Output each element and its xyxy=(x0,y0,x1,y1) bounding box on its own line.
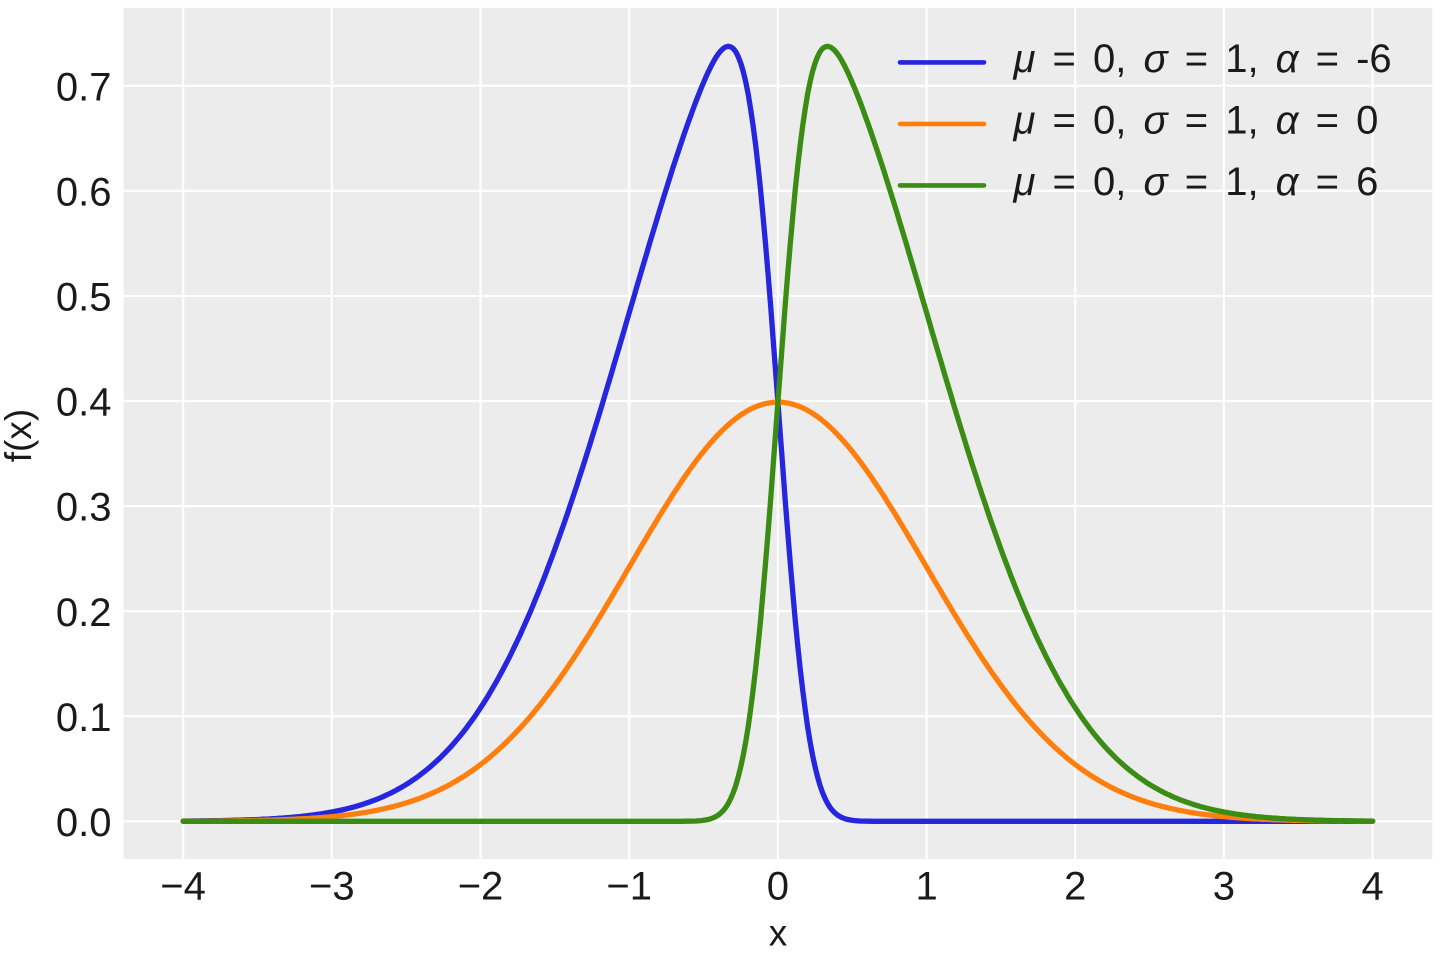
svg-text:μ = 0, σ = 1, α = 0: μ = 0, σ = 1, α = 0 xyxy=(1013,98,1379,142)
svg-text:−2: −2 xyxy=(458,865,504,909)
svg-text:0.1: 0.1 xyxy=(56,696,112,740)
svg-text:0: 0 xyxy=(767,865,789,909)
svg-text:0.2: 0.2 xyxy=(56,591,112,635)
svg-text:4: 4 xyxy=(1361,865,1383,909)
svg-text:−1: −1 xyxy=(606,865,652,909)
svg-text:2: 2 xyxy=(1064,865,1086,909)
svg-text:0.7: 0.7 xyxy=(56,65,112,109)
svg-text:−3: −3 xyxy=(309,865,355,909)
svg-text:μ = 0, σ = 1, α = 6: μ = 0, σ = 1, α = 6 xyxy=(1013,160,1379,204)
svg-text:0.6: 0.6 xyxy=(56,171,112,215)
svg-text:0.3: 0.3 xyxy=(56,486,112,530)
svg-text:3: 3 xyxy=(1213,865,1235,909)
svg-text:0.0: 0.0 xyxy=(56,801,112,845)
svg-text:1: 1 xyxy=(915,865,937,909)
svg-text:−4: −4 xyxy=(160,865,206,909)
svg-text:0.4: 0.4 xyxy=(56,381,112,425)
svg-text:μ = 0, σ = 1, α = -6: μ = 0, σ = 1, α = -6 xyxy=(1013,37,1392,81)
svg-text:0.5: 0.5 xyxy=(56,276,112,320)
svg-text:x: x xyxy=(769,913,788,954)
svg-text:f(x): f(x) xyxy=(0,409,39,462)
